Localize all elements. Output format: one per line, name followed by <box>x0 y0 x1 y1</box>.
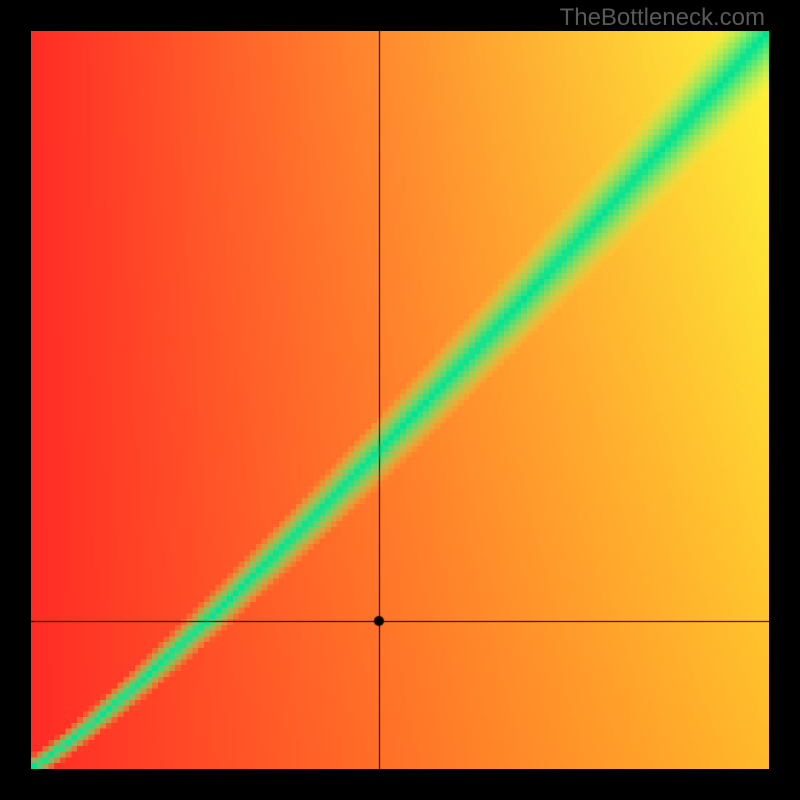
watermark-text: TheBottleneck.com <box>560 4 765 32</box>
bottleneck-crosshair-overlay <box>31 31 769 769</box>
